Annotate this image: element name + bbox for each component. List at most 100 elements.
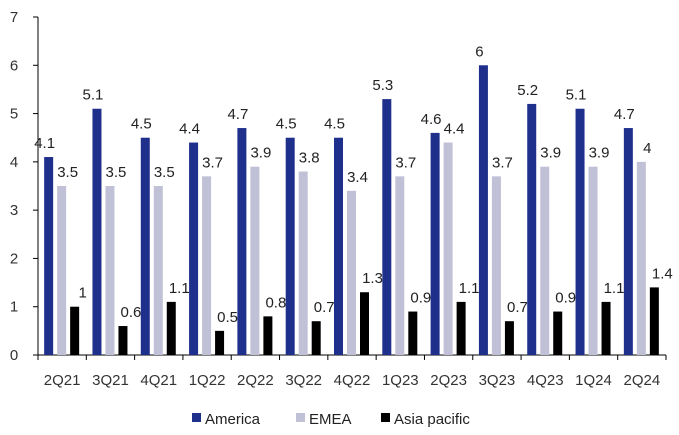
bar-asia-pacific xyxy=(311,321,321,355)
data-label: 3.7 xyxy=(492,154,513,171)
data-label: 1.1 xyxy=(459,280,480,297)
y-tick-label: 5 xyxy=(10,106,18,123)
legend: America EMEA Asia pacific xyxy=(192,411,470,428)
bar-asia-pacific xyxy=(504,321,514,355)
data-label: 6 xyxy=(475,43,483,60)
x-tick-label: 3Q21 xyxy=(92,372,129,389)
x-tick-label: 3Q23 xyxy=(479,372,516,389)
x-tick-label: 2Q24 xyxy=(623,372,660,389)
bars xyxy=(44,65,659,356)
data-label: 0.8 xyxy=(265,294,286,311)
data-label: 5.3 xyxy=(372,77,393,94)
data-label: 1.1 xyxy=(169,280,190,297)
data-label: 1.3 xyxy=(362,270,383,287)
bar-emea xyxy=(105,186,115,355)
x-axis: 2Q21 3Q21 4Q21 1Q22 2Q22 3Q22 4Q22 1Q23 2Q23 3Q23… xyxy=(37,354,667,389)
bar-asia-pacific xyxy=(360,292,369,355)
bar-asia-pacific xyxy=(456,301,466,355)
bar-emea xyxy=(347,190,356,355)
bar-asia-pacific xyxy=(553,311,563,355)
bar-america xyxy=(334,137,343,355)
data-label: 4.1 xyxy=(34,135,55,152)
data-label: 3.5 xyxy=(106,164,127,181)
bar-asia-pacific xyxy=(70,306,80,355)
bar-emea xyxy=(57,186,67,355)
legend-label: America xyxy=(205,411,261,428)
legend-label: Asia pacific xyxy=(394,411,470,428)
data-label: 3.8 xyxy=(299,150,320,167)
bar-emea xyxy=(540,166,550,355)
bar-america xyxy=(140,137,150,355)
bar-america xyxy=(382,99,392,355)
x-tick-label: 4Q22 xyxy=(334,372,371,389)
data-label: 3.7 xyxy=(202,154,223,171)
data-label: 4.7 xyxy=(227,106,248,123)
bar-america xyxy=(285,137,295,355)
bar-emea xyxy=(153,186,163,355)
data-label: 1.1 xyxy=(604,280,625,297)
y-axis: 0 1 2 3 4 5 6 7 xyxy=(10,9,39,364)
x-tick-label: 2Q21 xyxy=(44,372,81,389)
bar-america xyxy=(575,108,585,355)
x-tick-label: 2Q23 xyxy=(430,372,467,389)
x-tick-label: 1Q22 xyxy=(189,372,226,389)
legend-swatch xyxy=(192,413,201,422)
bar-america xyxy=(430,132,440,355)
legend-label: EMEA xyxy=(309,411,352,428)
y-tick-label: 6 xyxy=(10,57,18,74)
data-label: 0.7 xyxy=(507,299,528,316)
y-tick-label: 3 xyxy=(10,202,18,219)
bar-asia-pacific xyxy=(649,287,659,355)
data-label: 5.1 xyxy=(566,87,587,104)
bar-emea xyxy=(298,171,308,355)
bar-america xyxy=(44,157,54,355)
y-tick-label: 1 xyxy=(10,299,18,316)
x-tick-label: 4Q21 xyxy=(140,372,177,389)
y-tick-label: 4 xyxy=(10,154,18,171)
y-tick-label: 7 xyxy=(10,9,18,26)
bar-emea xyxy=(636,161,646,355)
bar-asia-pacific xyxy=(166,301,176,355)
bar-asia-pacific xyxy=(215,330,225,355)
data-label: 5.1 xyxy=(83,87,104,104)
data-label: 4.7 xyxy=(614,106,635,123)
bar-emea xyxy=(491,176,501,355)
bar-emea xyxy=(395,176,405,355)
bar-america xyxy=(92,108,102,355)
data-label: 3.7 xyxy=(395,154,416,171)
x-tick-label: 3Q22 xyxy=(285,372,322,389)
data-label: 3.9 xyxy=(589,145,610,162)
bar-america xyxy=(237,128,247,355)
y-tick-label: 2 xyxy=(10,250,18,267)
bar-america xyxy=(478,65,488,356)
data-labels: 4.1 5.1 4.5 4.4 4.7 4.5 4.5 5.3 4.6 6 5.2 5.1 4.7 3.5… xyxy=(34,43,673,326)
data-label: 3.5 xyxy=(57,164,78,181)
data-label: 0.9 xyxy=(555,290,576,307)
data-label: 0.7 xyxy=(314,299,335,316)
data-label: 4.4 xyxy=(179,121,200,138)
bar-asia-pacific xyxy=(408,311,418,355)
x-tick-label: 4Q23 xyxy=(527,372,564,389)
bar-asia-pacific xyxy=(263,316,273,355)
legend-swatch xyxy=(381,413,390,422)
data-label: 0.9 xyxy=(410,290,431,307)
bar-america xyxy=(189,142,199,355)
y-tick-label: 0 xyxy=(10,347,18,364)
bar-america xyxy=(623,128,633,355)
data-label: 4.4 xyxy=(444,121,465,138)
data-label: 4.5 xyxy=(324,116,345,133)
bar-emea xyxy=(443,142,453,355)
data-label: 1 xyxy=(78,285,86,302)
bar-emea xyxy=(588,166,598,355)
x-tick-label: 2Q22 xyxy=(237,372,274,389)
data-label: 0.5 xyxy=(217,309,238,326)
data-label: 0.6 xyxy=(121,304,142,321)
bar-emea xyxy=(250,166,260,355)
data-label: 3.4 xyxy=(347,169,368,186)
legend-swatch xyxy=(296,413,305,422)
data-label: 4.5 xyxy=(131,116,152,133)
data-label: 3.9 xyxy=(540,145,561,162)
x-tick-label: 1Q23 xyxy=(382,372,419,389)
x-tick-label: 1Q24 xyxy=(575,372,612,389)
